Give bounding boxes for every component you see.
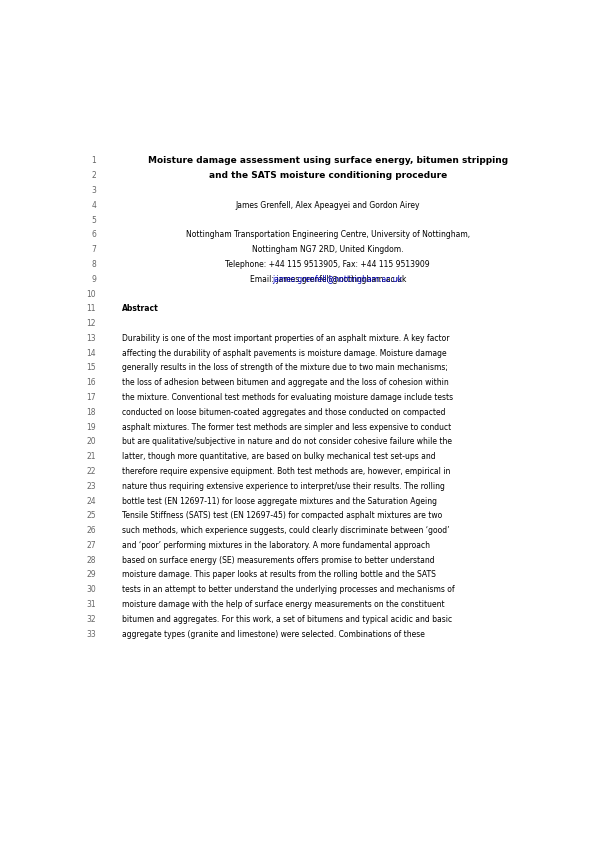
- Text: Nottingham Transportation Engineering Centre, University of Nottingham,: Nottingham Transportation Engineering Ce…: [186, 231, 470, 239]
- Text: the loss of adhesion between bitumen and aggregate and the loss of cohesion with: the loss of adhesion between bitumen and…: [123, 378, 449, 387]
- Text: 21: 21: [87, 452, 96, 461]
- Text: 29: 29: [86, 570, 96, 579]
- Text: Moisture damage assessment using surface energy, bitumen stripping: Moisture damage assessment using surface…: [148, 157, 508, 166]
- Text: 24: 24: [86, 497, 96, 505]
- Text: latter, though more quantitative, are based on bulky mechanical test set-ups and: latter, though more quantitative, are ba…: [123, 452, 436, 461]
- Text: 12: 12: [87, 319, 96, 328]
- Text: James Grenfell, Alex Apeagyei and Gordon Airey: James Grenfell, Alex Apeagyei and Gordon…: [236, 201, 420, 210]
- Text: 10: 10: [86, 290, 96, 299]
- Text: Nottingham NG7 2RD, United Kingdom.: Nottingham NG7 2RD, United Kingdom.: [252, 245, 403, 254]
- Text: 19: 19: [86, 423, 96, 432]
- Text: Email: james.grenfell@nottingham.ac.uk: Email: james.grenfell@nottingham.ac.uk: [250, 274, 406, 284]
- Text: 18: 18: [87, 408, 96, 417]
- Text: Durability is one of the most important properties of an asphalt mixture. A key : Durability is one of the most important …: [123, 334, 450, 343]
- Text: 30: 30: [86, 585, 96, 594]
- Text: 5: 5: [91, 216, 96, 225]
- Text: and the SATS moisture conditioning procedure: and the SATS moisture conditioning proce…: [209, 171, 447, 180]
- Text: moisture damage. This paper looks at results from the rolling bottle and the SAT: moisture damage. This paper looks at res…: [123, 570, 436, 579]
- Text: 22: 22: [87, 467, 96, 476]
- Text: 2: 2: [91, 171, 96, 180]
- Text: conducted on loose bitumen-coated aggregates and those conducted on compacted: conducted on loose bitumen-coated aggreg…: [123, 408, 446, 417]
- Text: therefore require expensive equipment. Both test methods are, however, empirical: therefore require expensive equipment. B…: [123, 467, 451, 476]
- Text: 7: 7: [91, 245, 96, 254]
- Text: Abstract: Abstract: [123, 304, 159, 313]
- Text: 16: 16: [86, 378, 96, 387]
- Text: the mixture. Conventional test methods for evaluating moisture damage include te: the mixture. Conventional test methods f…: [123, 393, 453, 402]
- Text: 31: 31: [86, 600, 96, 609]
- Text: asphalt mixtures. The former test methods are simpler and less expensive to cond: asphalt mixtures. The former test method…: [123, 423, 452, 432]
- Text: 23: 23: [86, 482, 96, 491]
- Text: 33: 33: [86, 630, 96, 638]
- Text: 8: 8: [91, 260, 96, 269]
- Text: 13: 13: [86, 334, 96, 343]
- Text: 1: 1: [91, 157, 96, 166]
- Text: 15: 15: [86, 364, 96, 372]
- Text: based on surface energy (SE) measurements offers promise to better understand: based on surface energy (SE) measurement…: [123, 556, 435, 565]
- Text: 28: 28: [87, 556, 96, 565]
- Text: nature thus requiring extensive experience to interpret/use their results. The r: nature thus requiring extensive experien…: [123, 482, 445, 491]
- Text: 9: 9: [91, 274, 96, 284]
- Text: 25: 25: [86, 511, 96, 520]
- Text: aggregate types (granite and limestone) were selected. Combinations of these: aggregate types (granite and limestone) …: [123, 630, 425, 638]
- Text: bottle test (EN 12697-11) for loose aggregate mixtures and the Saturation Ageing: bottle test (EN 12697-11) for loose aggr…: [123, 497, 437, 505]
- Text: generally results in the loss of strength of the mixture due to two main mechani: generally results in the loss of strengt…: [123, 364, 448, 372]
- Text: 32: 32: [86, 615, 96, 624]
- Text: 3: 3: [91, 186, 96, 195]
- Text: Tensile Stiffness (SATS) test (EN 12697-45) for compacted asphalt mixtures are t: Tensile Stiffness (SATS) test (EN 12697-…: [123, 511, 443, 520]
- Text: 6: 6: [91, 231, 96, 239]
- Text: such methods, which experience suggests, could clearly discriminate between ‘goo: such methods, which experience suggests,…: [123, 526, 450, 535]
- Text: james.grenfell@nottingham.ac.uk: james.grenfell@nottingham.ac.uk: [272, 274, 402, 284]
- Text: 26: 26: [86, 526, 96, 535]
- Text: 20: 20: [86, 437, 96, 446]
- Text: bitumen and aggregates. For this work, a set of bitumens and typical acidic and : bitumen and aggregates. For this work, a…: [123, 615, 453, 624]
- Text: and ‘poor’ performing mixtures in the laboratory. A more fundamental approach: and ‘poor’ performing mixtures in the la…: [123, 541, 430, 550]
- Text: affecting the durability of asphalt pavements is moisture damage. Moisture damag: affecting the durability of asphalt pave…: [123, 349, 447, 358]
- Text: but are qualitative/subjective in nature and do not consider cohesive failure wh: but are qualitative/subjective in nature…: [123, 437, 452, 446]
- Text: tests in an attempt to better understand the underlying processes and mechanisms: tests in an attempt to better understand…: [123, 585, 455, 594]
- Text: 14: 14: [86, 349, 96, 358]
- Text: 4: 4: [91, 201, 96, 210]
- Text: 11: 11: [87, 304, 96, 313]
- Text: 17: 17: [86, 393, 96, 402]
- Text: 27: 27: [86, 541, 96, 550]
- Text: moisture damage with the help of surface energy measurements on the constituent: moisture damage with the help of surface…: [123, 600, 445, 609]
- Text: Telephone: +44 115 9513905, Fax: +44 115 9513909: Telephone: +44 115 9513905, Fax: +44 115…: [226, 260, 430, 269]
